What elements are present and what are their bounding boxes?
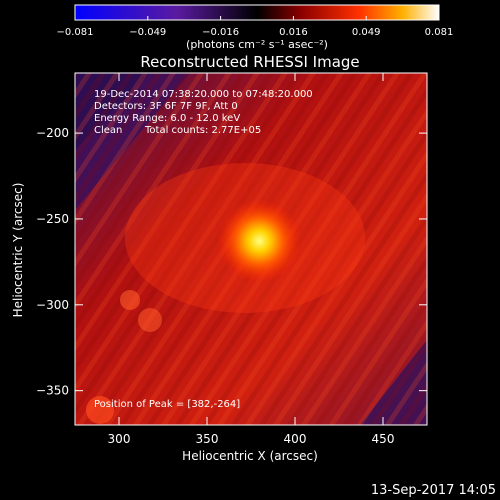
streak-line bbox=[356, 318, 427, 425]
chart-title: Reconstructed RHESSI Image bbox=[140, 53, 359, 71]
footer-timestamp: 13-Sep-2017 14:05 bbox=[371, 483, 496, 498]
y-axis-label: Heliocentric Y (arcsec) bbox=[11, 183, 25, 318]
streak-line bbox=[473, 0, 500, 465]
streak-line bbox=[328, 276, 427, 425]
streak-line bbox=[314, 255, 427, 425]
streak-line bbox=[160, 73, 401, 425]
x-tick-label: 450 bbox=[372, 432, 395, 446]
streak-line bbox=[272, 192, 427, 425]
streak-line bbox=[487, 0, 500, 465]
y-tick-label: −200 bbox=[36, 126, 69, 140]
streak-line bbox=[146, 73, 387, 425]
streak-line bbox=[202, 87, 427, 425]
colorbar-tick-label: −0.049 bbox=[129, 27, 166, 38]
streak-line bbox=[75, 73, 247, 331]
plot-frame bbox=[74, 72, 428, 426]
info-method: Clean bbox=[94, 125, 122, 136]
info-time-range: 19-Dec-2014 07:38:20.000 to 07:48:20.000 bbox=[94, 89, 313, 100]
colorbar-tick-label: 0.049 bbox=[352, 27, 381, 38]
streak-line bbox=[75, 73, 191, 247]
streak-line bbox=[417, 0, 500, 465]
y-axis: −200 −250 −300 −350 bbox=[36, 126, 427, 398]
x-tick-label: 350 bbox=[196, 432, 219, 446]
x-axis-label: Heliocentric X (arcsec) bbox=[182, 449, 318, 463]
info-peak-position: Position of Peak = [382,-264] bbox=[94, 399, 240, 410]
streak-line bbox=[75, 73, 261, 353]
streak-line bbox=[445, 0, 500, 465]
y-tick-label: −250 bbox=[36, 212, 69, 226]
streak-line bbox=[174, 73, 415, 425]
streak-line bbox=[76, 73, 317, 425]
x-axis: 300 350 400 450 bbox=[108, 73, 395, 446]
streak-line bbox=[300, 234, 427, 425]
streak-line bbox=[431, 0, 500, 465]
streak-line bbox=[75, 73, 205, 268]
colorbar-tick-label: 0.016 bbox=[279, 27, 308, 38]
streak-line bbox=[370, 340, 427, 425]
heatmap-image bbox=[75, 0, 500, 465]
streak-line bbox=[75, 73, 177, 226]
info-energy-range: Energy Range: 6.0 - 12.0 keV bbox=[94, 113, 240, 124]
streak-line bbox=[244, 150, 427, 425]
info-total-counts: Total counts: 2.77E+05 bbox=[144, 125, 261, 136]
streak-line bbox=[216, 108, 427, 425]
streak-line bbox=[286, 213, 427, 425]
streak-line bbox=[75, 73, 219, 289]
streak-line bbox=[188, 73, 427, 425]
colorbar-ticks: −0.081 −0.049 −0.016 0.016 0.049 0.081 bbox=[56, 16, 453, 38]
streak-line bbox=[258, 171, 427, 425]
streak-line bbox=[342, 297, 427, 425]
streak-pattern bbox=[75, 0, 500, 465]
streak-line bbox=[230, 129, 427, 425]
x-tick-label: 300 bbox=[108, 432, 131, 446]
colorbar-tick-label: −0.081 bbox=[56, 27, 93, 38]
colorbar-tick-label: 0.081 bbox=[425, 27, 454, 38]
colorbar bbox=[74, 4, 440, 21]
y-tick-label: −300 bbox=[36, 298, 69, 312]
peak-source bbox=[217, 198, 302, 283]
colorbar-tick-label: −0.016 bbox=[202, 27, 239, 38]
streak-line bbox=[459, 0, 500, 465]
streak-line bbox=[75, 73, 233, 310]
streak-line bbox=[384, 361, 427, 425]
x-tick-label: 400 bbox=[284, 432, 307, 446]
info-detectors: Detectors: 3F 6F 7F 9F, Att 0 bbox=[94, 101, 238, 112]
streak-line bbox=[75, 73, 303, 416]
colorbar-unit-label: (photons cm⁻² s⁻¹ asec⁻²) bbox=[186, 38, 328, 51]
streak-line bbox=[75, 73, 289, 395]
y-tick-label: −350 bbox=[36, 384, 69, 398]
streak-line bbox=[75, 73, 275, 374]
